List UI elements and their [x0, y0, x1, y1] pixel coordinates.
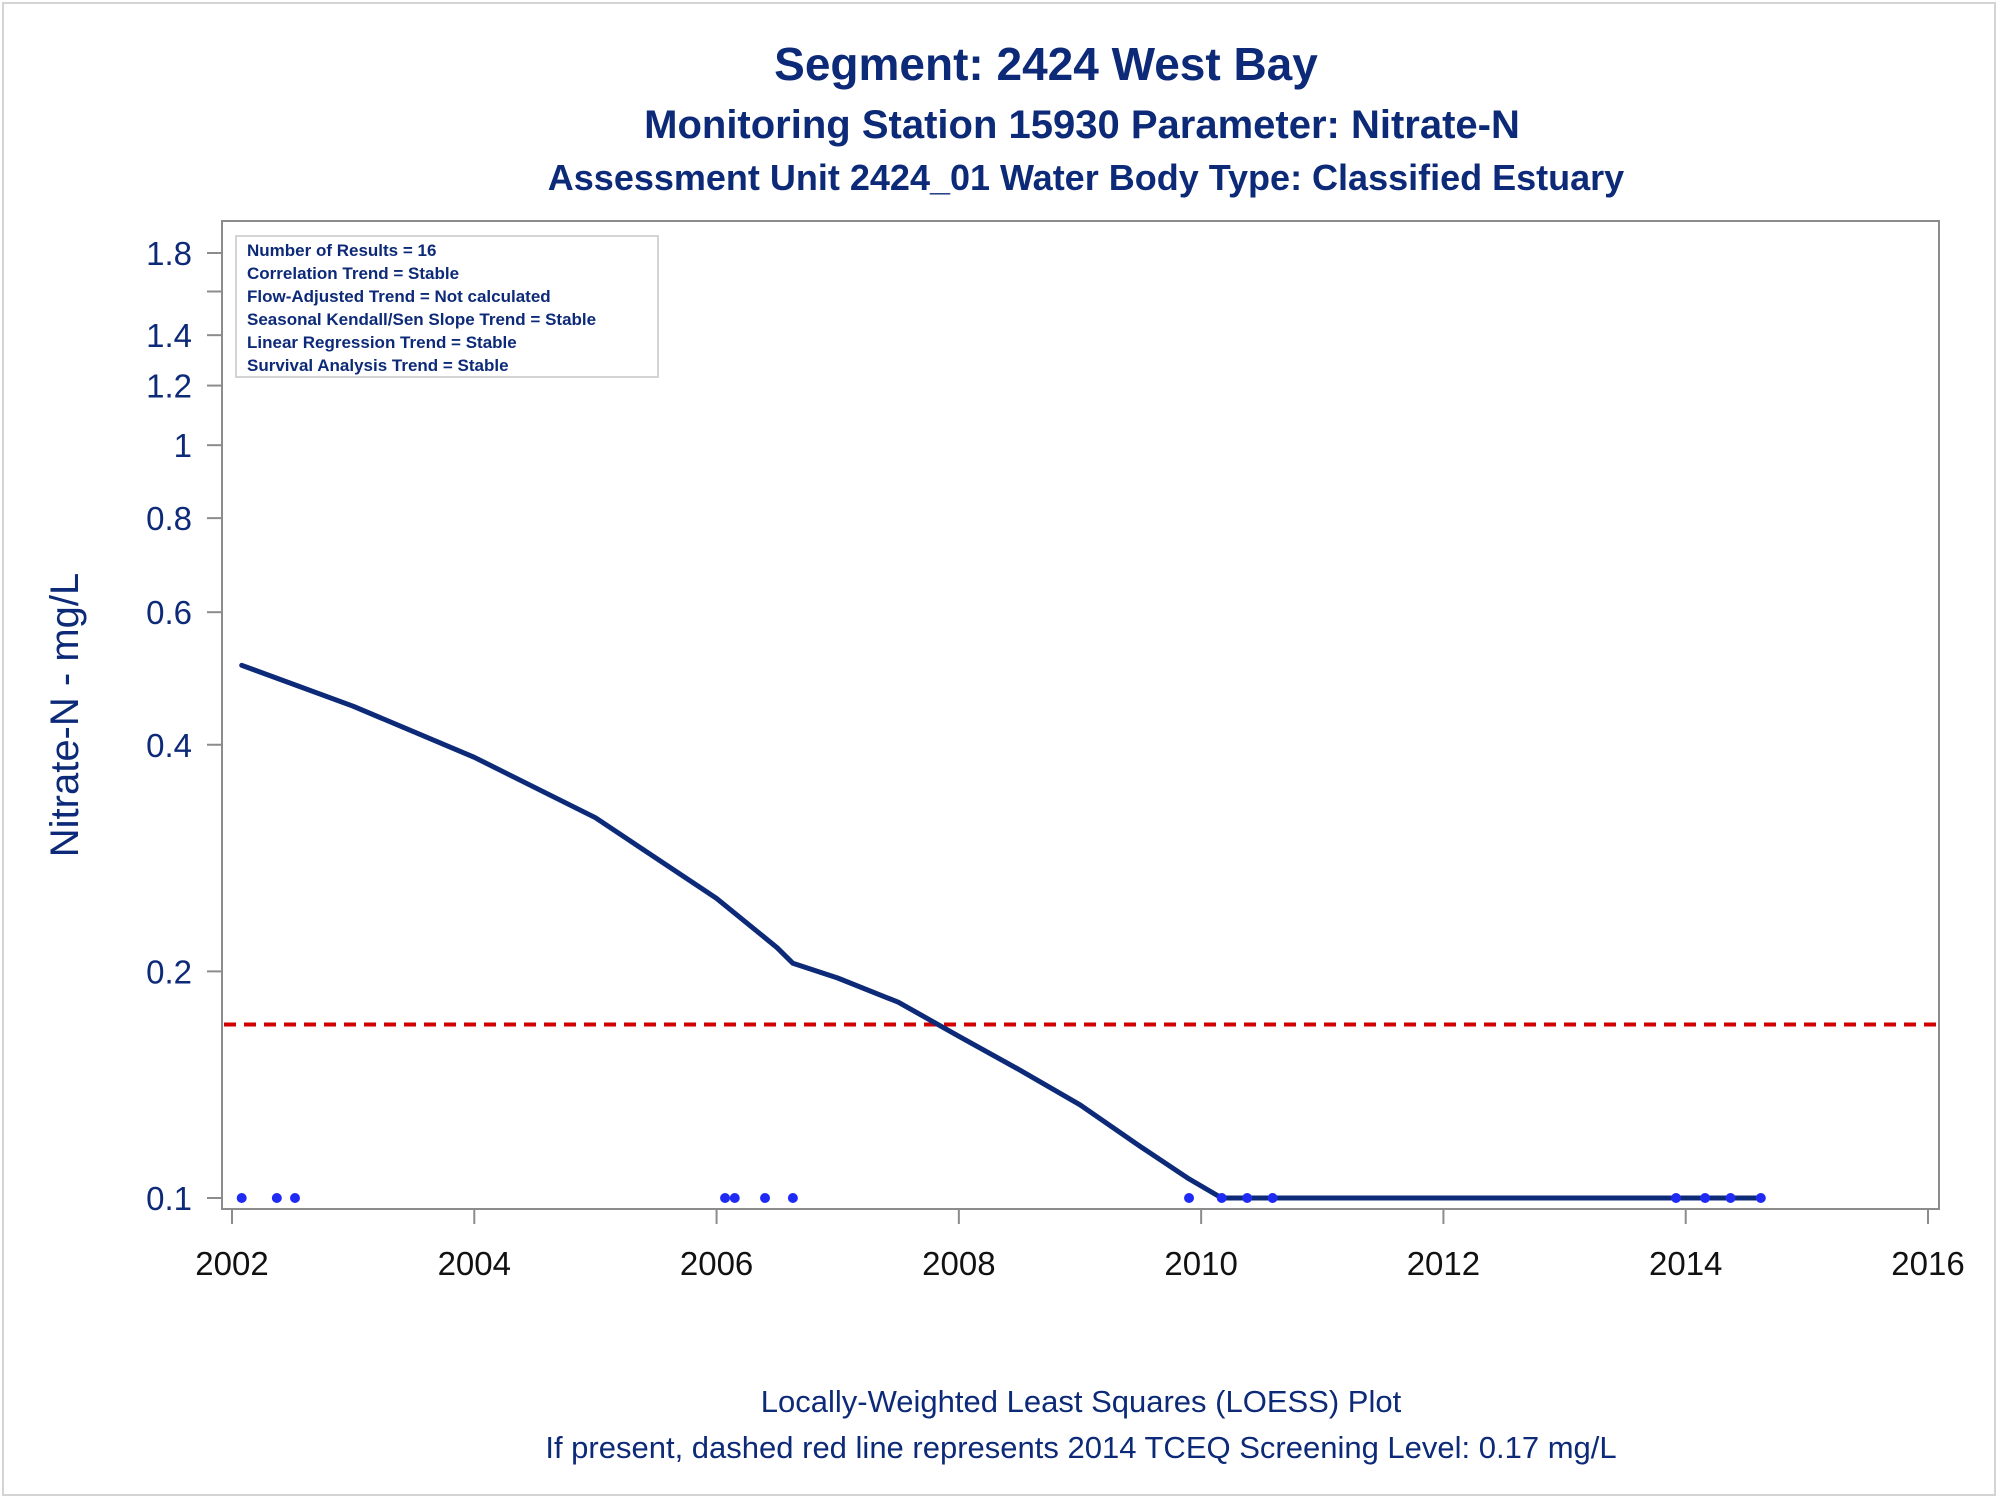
loess-line-group — [239, 662, 1764, 1201]
data-point — [1671, 1193, 1682, 1203]
y-tick-label: 1.8 — [146, 235, 192, 272]
data-point — [271, 1193, 282, 1203]
data-point — [1755, 1193, 1766, 1203]
inset-survival-analysis-trend: Survival Analysis Trend = Stable — [247, 356, 509, 375]
x-tick-label: 2012 — [1407, 1245, 1480, 1282]
data-point — [1242, 1193, 1253, 1203]
stats-inset-box — [235, 235, 659, 378]
x-tick-label: 2014 — [1649, 1245, 1722, 1282]
chart-title: Segment: 2424 West Bay — [774, 38, 1318, 90]
stats-inset: Number of Results = 16 Correlation Trend… — [235, 235, 659, 378]
y-tick-label: 0.1 — [146, 1180, 192, 1217]
x-tick-label: 2010 — [1164, 1245, 1237, 1282]
y-tick-label: 1.2 — [146, 368, 192, 405]
data-point — [760, 1193, 771, 1203]
y-tick-label: 0.2 — [146, 953, 192, 990]
inset-flow-adjusted-trend: Flow-Adjusted Trend = Not calculated — [247, 287, 551, 306]
x-tick-label: 2002 — [195, 1245, 268, 1282]
x-tick-label: 2016 — [1891, 1245, 1964, 1282]
inset-seasonal-kendall-trend: Seasonal Kendall/Sen Slope Trend = Stabl… — [247, 310, 596, 329]
y-axis-label: Nitrate-N - mg/L — [43, 573, 87, 858]
x-tick-label: 2008 — [922, 1245, 995, 1282]
y-tick-label: 0.4 — [146, 727, 192, 764]
loess-line — [239, 662, 1764, 1201]
y-tick-label: 0.6 — [146, 594, 192, 631]
y-tick-label: 1.4 — [146, 317, 192, 354]
data-point — [289, 1193, 300, 1203]
footnote-loess: Locally-Weighted Least Squares (LOESS) P… — [761, 1384, 1402, 1419]
y-tick-label: 0.8 — [146, 500, 192, 537]
inset-linear-regression-trend: Linear Regression Trend = Stable — [247, 333, 517, 352]
data-point — [720, 1193, 731, 1203]
data-point — [1267, 1193, 1278, 1203]
data-point — [236, 1193, 247, 1203]
inset-number-of-results: Number of Results = 16 — [247, 241, 436, 260]
chart-subtitle-2: Assessment Unit 2424_01 Water Body Type:… — [548, 157, 1624, 198]
x-axis: 2002 2004 2006 2008 2010 2012 2014 2016 — [195, 1209, 1965, 1282]
data-point — [729, 1193, 740, 1203]
data-point — [1700, 1193, 1711, 1203]
data-point — [1216, 1193, 1227, 1203]
data-point — [1725, 1193, 1736, 1203]
chart-subtitle: Monitoring Station 15930 Parameter: Nitr… — [644, 103, 1520, 147]
footnote-screening-level: If present, dashed red line represents 2… — [545, 1430, 1616, 1465]
data-point — [1184, 1193, 1195, 1203]
y-tick-label: 1 — [174, 427, 192, 464]
plot-area — [221, 220, 1940, 1210]
data-point — [787, 1193, 798, 1203]
y-axis: 0.1 0.2 0.4 0.6 0.8 1 1.2 1.4 1.8 — [146, 235, 222, 1217]
x-tick-label: 2006 — [680, 1245, 753, 1282]
inset-correlation-trend: Correlation Trend = Stable — [247, 264, 459, 283]
x-tick-label: 2004 — [438, 1245, 511, 1282]
